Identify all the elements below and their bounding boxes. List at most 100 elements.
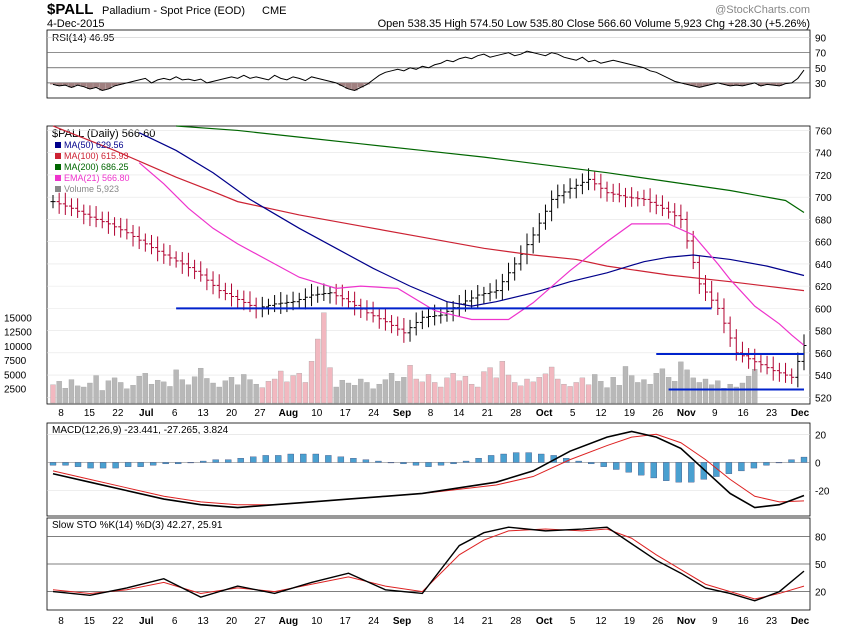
- macd-histogram-bar: [250, 456, 257, 463]
- volume-bar: [198, 367, 204, 404]
- volume-bar: [715, 380, 721, 404]
- volume-tick-label: 12500: [4, 328, 32, 339]
- volume-bar: [413, 378, 419, 404]
- macd-histogram-bar: [462, 460, 470, 463]
- macd-histogram-bar: [74, 462, 82, 467]
- x-tick-label: 21: [482, 616, 494, 627]
- volume-bar: [388, 373, 395, 404]
- volume-bar: [124, 388, 130, 404]
- macd-histogram-bar: [538, 453, 545, 463]
- macd-histogram-bar: [137, 462, 144, 467]
- macd-histogram-bar: [262, 455, 269, 463]
- x-tick-label: Oct: [536, 616, 553, 627]
- ma50-line: [138, 132, 805, 307]
- x-tick-label: 27: [254, 408, 266, 419]
- volume-bar: [50, 384, 56, 404]
- macd-histogram-bar: [312, 453, 320, 463]
- macd-histogram-bar: [437, 462, 445, 466]
- volume-bar: [684, 369, 690, 404]
- legend-swatch: [55, 142, 61, 148]
- volume-bar: [253, 383, 259, 404]
- volume-bar: [105, 380, 112, 404]
- x-tick-label: 24: [368, 616, 380, 627]
- symbol: $PALL: [47, 1, 93, 18]
- rsi-tick-label: 50: [815, 64, 827, 75]
- macd-histogram-bar: [200, 460, 207, 463]
- volume-bar: [432, 382, 438, 404]
- volume-bar: [536, 377, 542, 404]
- macd-histogram-bar: [87, 462, 94, 469]
- volume-bar: [62, 387, 68, 404]
- x-tick-label: 23: [766, 408, 778, 419]
- macd-title: MACD(12,26,9) -23.441, -27.265, 3.824: [52, 425, 229, 436]
- volume-bar: [462, 375, 469, 404]
- legend-item: MA(50) 629.56: [64, 140, 124, 150]
- macd-histogram-bar: [588, 462, 595, 465]
- macd-histogram-bar: [175, 462, 182, 465]
- volume-bar: [696, 382, 703, 404]
- legend-swatch: [55, 164, 61, 170]
- volume-bar: [518, 385, 524, 404]
- watermark: @StockCharts.com: [715, 4, 810, 16]
- volume-bar: [653, 373, 659, 404]
- volume-bar: [204, 378, 210, 404]
- volume-bar: [179, 379, 185, 404]
- rsi-tick-label: 30: [815, 79, 827, 90]
- volume-bar: [136, 375, 142, 404]
- volume-bar: [235, 384, 241, 404]
- volume-bar: [481, 371, 487, 404]
- volume-bar: [395, 381, 401, 404]
- macd-histogram-bar: [162, 462, 169, 465]
- x-tick-label: 17: [340, 616, 352, 627]
- volume-bar: [216, 386, 222, 404]
- macd-histogram-bar: [149, 462, 157, 466]
- x-tick-label: 10: [311, 408, 323, 419]
- quote-line: Open 538.35 High 574.50 Low 535.80 Close…: [378, 18, 810, 30]
- volume-bar: [376, 383, 382, 404]
- x-tick-label: 16: [738, 408, 750, 419]
- volume-bar: [733, 386, 739, 404]
- macd-tick-label: 0: [815, 458, 821, 469]
- volume-bar: [302, 382, 309, 404]
- macd-histogram-bar: [600, 462, 607, 467]
- volume-bar: [475, 386, 481, 404]
- stochastic-d-line: [52, 528, 805, 600]
- macd-histogram-bar: [212, 459, 219, 463]
- macd-histogram-bar: [187, 462, 194, 464]
- x-tick-label: 15: [84, 408, 96, 419]
- macd-histogram-bar: [475, 458, 482, 463]
- macd-histogram-bar: [225, 459, 232, 463]
- macd-panel: MACD(12,26,9) -23.441, -27.265, 3.824: [46, 422, 811, 517]
- volume-bar: [345, 382, 352, 404]
- price-tick-label: 660: [815, 238, 832, 249]
- volume-bar: [622, 366, 629, 404]
- macd-histogram-bar: [49, 462, 57, 466]
- volume-bar: [702, 378, 709, 404]
- price-tick-label: 580: [815, 327, 832, 338]
- rsi-tick-label: 90: [815, 34, 827, 45]
- x-tick-label: Jul: [139, 408, 154, 419]
- volume-bar: [450, 373, 456, 404]
- price-tick-label: 540: [815, 371, 832, 382]
- stochastic-tick-label: 80: [815, 532, 827, 543]
- volume-bar: [111, 377, 118, 404]
- volume-bar: [358, 378, 364, 404]
- price-tick-label: 520: [815, 393, 832, 404]
- x-tick-label: 9: [712, 408, 718, 419]
- x-tick-label: 10: [311, 616, 323, 627]
- volume-bar: [678, 361, 684, 404]
- volume-bar: [487, 367, 493, 404]
- x-tick-label: 8: [58, 616, 64, 627]
- macd-histogram-bar: [675, 462, 682, 483]
- macd-histogram-bar: [287, 453, 294, 463]
- x-tick-label: 8: [428, 408, 434, 419]
- macd-histogram-bar: [713, 462, 720, 477]
- volume-bar: [505, 374, 512, 404]
- volume-bar: [284, 381, 290, 404]
- volume-bar: [228, 377, 235, 404]
- volume-bar: [610, 377, 616, 404]
- volume-bar: [118, 382, 124, 404]
- macd-histogram-bar: [613, 462, 620, 470]
- volume-bar: [438, 386, 444, 404]
- volume-bar: [709, 384, 715, 404]
